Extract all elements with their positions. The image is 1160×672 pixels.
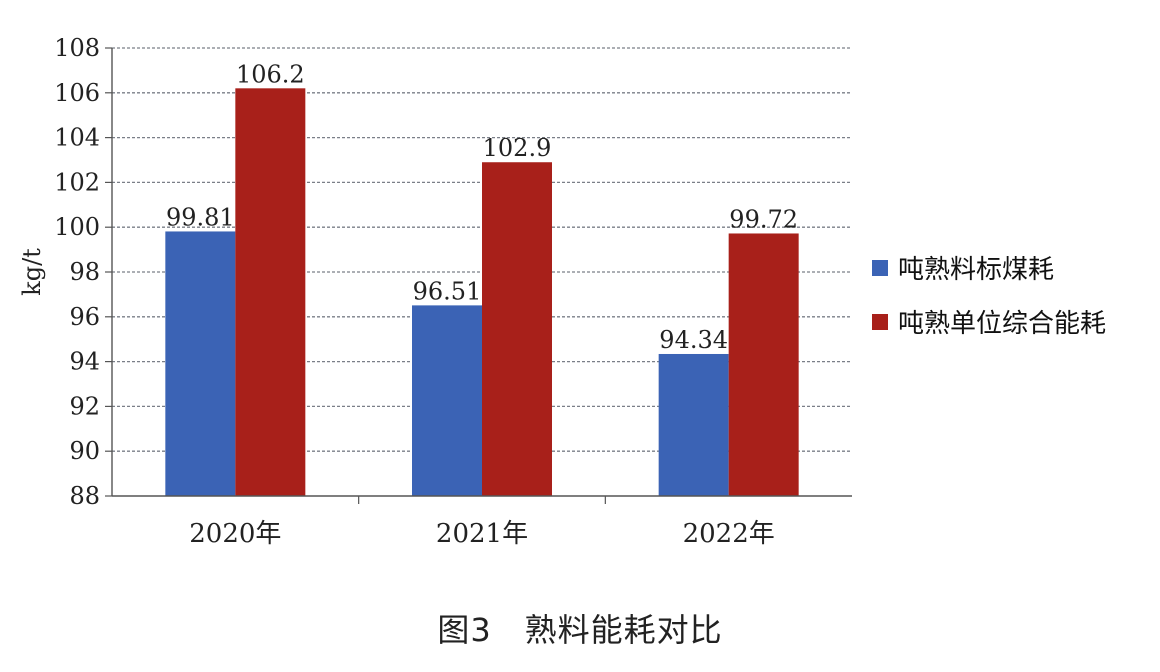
bar — [658, 353, 729, 496]
bars — [165, 88, 799, 497]
y-tick-label: 108 — [54, 34, 100, 62]
y-tick-label: 98 — [69, 258, 100, 286]
legend-label: 吨熟单位综合能耗 — [898, 309, 1106, 339]
x-tick-label: 2021年 — [436, 519, 528, 549]
data-labels: 99.81 106.2 96.51 102.9 94.34 99.72 — [166, 60, 798, 354]
y-tick-label: 100 — [54, 213, 100, 241]
y-axis-title: kg/t — [18, 248, 46, 296]
bar — [165, 231, 236, 496]
y-tick-label: 96 — [69, 303, 100, 331]
y-tick-label: 94 — [69, 348, 100, 376]
y-tick-label: 102 — [54, 168, 100, 196]
data-label: 94.34 — [659, 326, 728, 354]
y-tick-label: 88 — [69, 482, 100, 510]
data-label: 99.81 — [166, 203, 235, 231]
data-label: 99.72 — [729, 205, 798, 233]
bar — [482, 162, 552, 497]
data-label: 106.2 — [236, 60, 305, 88]
legend-label: 吨熟料标煤耗 — [898, 255, 1054, 285]
legend-swatch — [872, 260, 888, 276]
x-tick-label: 2022年 — [683, 519, 775, 549]
x-tick-label: 2020年 — [189, 519, 281, 549]
y-tick-label: 106 — [54, 79, 100, 107]
y-tick-label: 90 — [69, 437, 100, 465]
axes: 88 90 92 94 96 98 100 102 104 106 108 kg/t 2020年 2021… — [18, 34, 852, 549]
data-label: 96.51 — [413, 277, 482, 305]
legend-swatch — [872, 314, 888, 330]
figure-caption: 图3 熟料能耗对比 — [437, 611, 723, 649]
bar — [412, 305, 482, 496]
y-tick-label: 104 — [54, 124, 100, 152]
bar — [728, 233, 799, 497]
bar — [235, 88, 306, 496]
data-label: 102.9 — [483, 134, 552, 162]
y-tick-label: 92 — [69, 392, 100, 420]
